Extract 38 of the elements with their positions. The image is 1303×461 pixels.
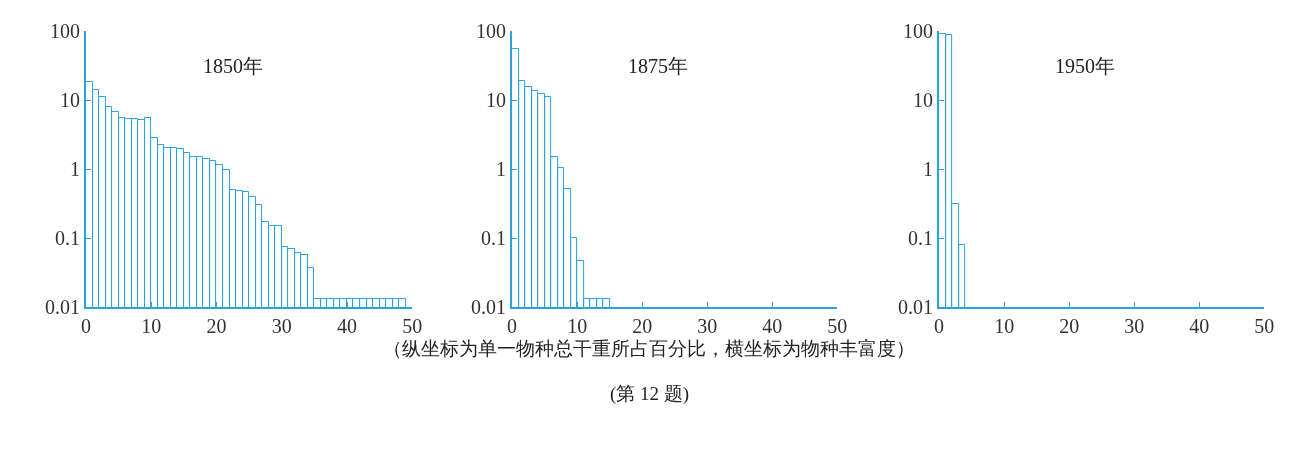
y-tick-label: 100 <box>476 20 507 42</box>
x-tick-label: 40 <box>337 315 358 338</box>
x-tick-label: 50 <box>1254 315 1275 338</box>
x-tick-label: 20 <box>1059 315 1080 338</box>
x-tick-label: 30 <box>697 315 718 338</box>
y-tick-label: 0.1 <box>481 227 507 250</box>
x-tick-label: 0 <box>934 315 945 338</box>
x-tick-label: 40 <box>762 315 783 338</box>
y-tick-label: 0.01 <box>471 296 507 319</box>
x-tick-label: 20 <box>632 315 653 338</box>
x-tick-label: 20 <box>206 315 227 338</box>
y-tick-label: 10 <box>913 89 934 112</box>
y-tick-label: 0.1 <box>55 227 81 250</box>
y-tick-label: 1 <box>923 158 934 181</box>
text: 1850年 <box>203 55 263 77</box>
x-tick-label: 10 <box>994 315 1015 338</box>
x-tick-label: 50 <box>402 315 423 338</box>
y-tick-label: 10 <box>486 89 507 112</box>
x-tick-label: 30 <box>1124 315 1145 338</box>
y-tick-label: 0.1 <box>908 227 934 250</box>
x-tick-label: 40 <box>1189 315 1210 338</box>
x-tick-label: 30 <box>271 315 292 338</box>
x-tick-label: 10 <box>141 315 162 338</box>
y-tick-label: 10 <box>60 89 81 112</box>
y-tick-label: 0.01 <box>45 296 81 319</box>
y-tick-label: 0.01 <box>898 296 934 319</box>
y-tick-label: 1 <box>496 158 507 181</box>
x-tick-label: 0 <box>81 315 92 338</box>
y-tick-label: 100 <box>903 20 934 42</box>
text: 1875年 <box>628 55 688 77</box>
text: 1950年 <box>1055 55 1115 77</box>
x-tick-label: 50 <box>827 315 848 338</box>
y-tick-label: 1 <box>70 158 81 181</box>
text: （纵坐标为单一物种总干重所占百分比，横坐标为物种丰富度） <box>383 338 915 359</box>
y-tick-label: 100 <box>50 20 81 42</box>
x-tick-label: 10 <box>567 315 588 338</box>
x-tick-label: 0 <box>507 315 518 338</box>
text: (第 12 题) <box>610 383 690 405</box>
